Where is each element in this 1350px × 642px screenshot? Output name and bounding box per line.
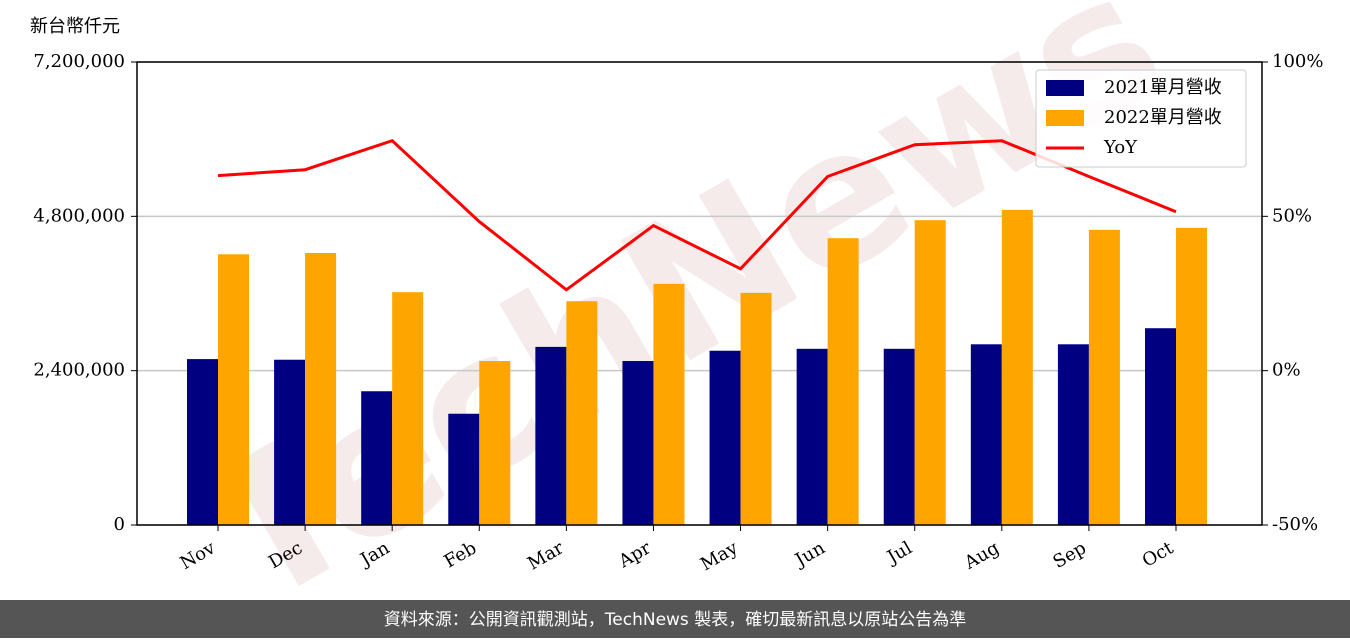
bar [448,413,480,525]
legend-label: YoY [1103,137,1138,158]
bar [1057,344,1089,525]
bar [914,220,946,526]
bar [740,292,772,525]
bar [361,391,393,525]
x-tick-label: Jul [882,537,916,569]
bar [883,348,915,525]
y2-tick-label: 0% [1272,360,1301,381]
y2-tick-label: 50% [1272,205,1312,226]
y-axis-label: 新台幣仟元 [30,16,120,37]
bar [305,252,337,526]
x-tick-label: Aug [960,537,1003,574]
x-tick-label: Oct [1139,537,1178,572]
y2-tick-label: -50% [1272,514,1318,535]
bar [392,292,424,525]
legend-box [1035,69,1247,168]
bar [566,301,598,525]
x-tick-label: Sep [1050,537,1090,572]
x-tick-label: Mar [524,537,568,574]
bar [970,344,1002,525]
x-tick-label: Apr [614,537,654,572]
bar [187,359,218,525]
x-tick-label: Nov [177,537,220,574]
bar [274,359,306,525]
x-tick-label: Jun [790,537,829,572]
y-tick-label: 4,800,000 [33,205,125,226]
legend-label: 2021單月營收 [1104,77,1222,98]
legend-swatch [1046,80,1084,96]
bar [796,348,828,525]
bar [535,346,567,525]
legend-label: 2022單月營收 [1104,107,1222,128]
source-note: 資料來源：公開資訊觀測站，TechNews 製表，確切最新訊息以原站公告為準 [384,610,966,630]
plot-frame [136,61,1263,526]
bar [218,254,249,525]
legend-swatch [1046,110,1084,126]
bar [1088,229,1120,525]
bar [1176,227,1207,526]
bar [622,361,654,525]
yoy-line [217,139,1177,292]
y-tick-label: 7,200,000 [33,51,125,72]
y2-tick-label: 100% [1272,51,1323,72]
footer-bar [0,600,1350,638]
bar [479,361,511,525]
x-tick-label: May [697,537,742,575]
bar [1001,209,1033,525]
bar [1145,328,1176,525]
bar [709,350,741,525]
bar [653,283,685,525]
y-tick-label: 2,400,000 [33,360,125,381]
bar [827,238,859,526]
y-tick-label: 0 [114,514,125,535]
